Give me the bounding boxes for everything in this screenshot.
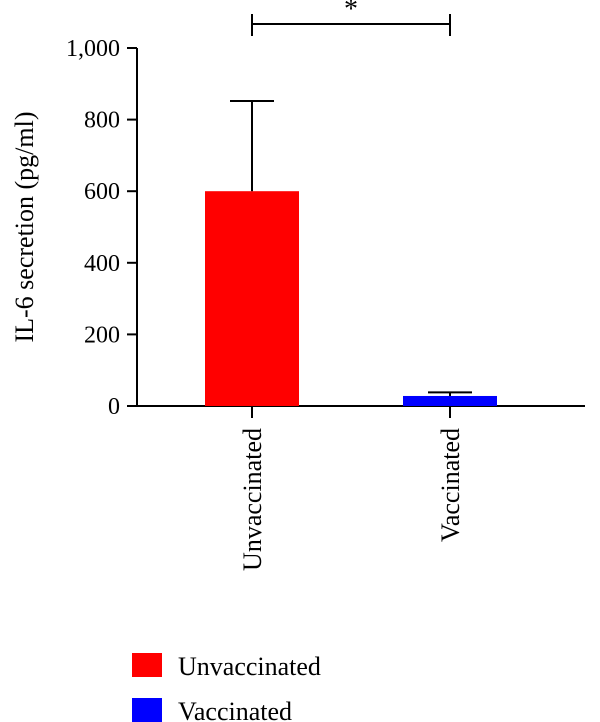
legend-item-vaccinated: Vaccinated (132, 697, 292, 722)
bars (205, 191, 497, 406)
legend: Unvaccinated Vaccinated (132, 652, 321, 722)
error-bars (230, 99, 472, 396)
y-tick-label: 800 (84, 108, 120, 134)
legend-swatch (132, 698, 162, 722)
y-tick-label: 0 (108, 394, 120, 420)
y-ticks: 0 200 400 600 800 1,000 (66, 36, 137, 420)
error-bar-vaccinated (428, 391, 472, 396)
y-axis-title: IL-6 secretion (pg/ml) (10, 111, 39, 342)
significance-bracket: * (251, 0, 451, 36)
legend-label: Vaccinated (178, 697, 292, 722)
axes (136, 48, 585, 407)
y-tick-label: 1,000 (66, 36, 120, 62)
error-bar-unvaccinated (230, 99, 274, 192)
x-tick-label: Vaccinated (436, 428, 465, 542)
y-tick-label: 600 (84, 179, 120, 205)
bar-vaccinated (403, 395, 497, 406)
y-tick-label: 200 (84, 322, 120, 348)
y-tick-label: 400 (84, 251, 120, 277)
significance-label: * (344, 0, 358, 25)
x-ticks: Unvaccinated Vaccinated (238, 406, 465, 571)
legend-swatch (132, 653, 162, 677)
bar-unvaccinated (205, 191, 299, 406)
x-tick-label: Unvaccinated (238, 428, 267, 571)
legend-item-unvaccinated: Unvaccinated (132, 652, 321, 681)
legend-label: Unvaccinated (178, 652, 321, 681)
